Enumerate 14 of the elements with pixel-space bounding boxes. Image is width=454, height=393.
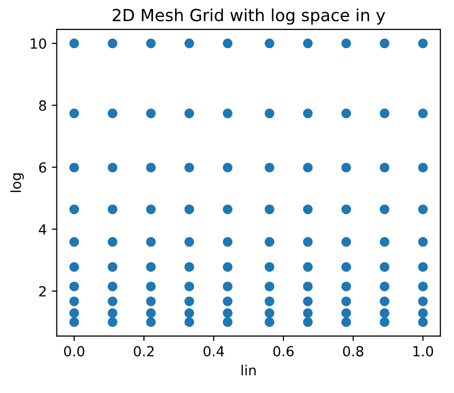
x-tick-label: 0.4 bbox=[204, 346, 224, 356]
y-tick-label: 6 bbox=[39, 162, 46, 173]
x-axis-title: lin bbox=[242, 364, 256, 376]
y-tick-label: 10 bbox=[30, 38, 46, 49]
y-tick-label: 8 bbox=[39, 100, 46, 111]
x-tick-label: 0.6 bbox=[273, 346, 294, 356]
x-tick-label: 0.8 bbox=[343, 346, 364, 356]
x-tick-label: 1.0 bbox=[413, 346, 434, 356]
y-tick-label: 4 bbox=[38, 224, 46, 234]
x-tick-label: 0.0 bbox=[64, 346, 84, 356]
y-tick-label: 2 bbox=[39, 286, 46, 296]
chart-title: 2D Mesh Grid with log space in y bbox=[112, 8, 386, 25]
x-tick-label: 0.2 bbox=[134, 346, 154, 356]
y-axis-title: log bbox=[10, 173, 24, 192]
